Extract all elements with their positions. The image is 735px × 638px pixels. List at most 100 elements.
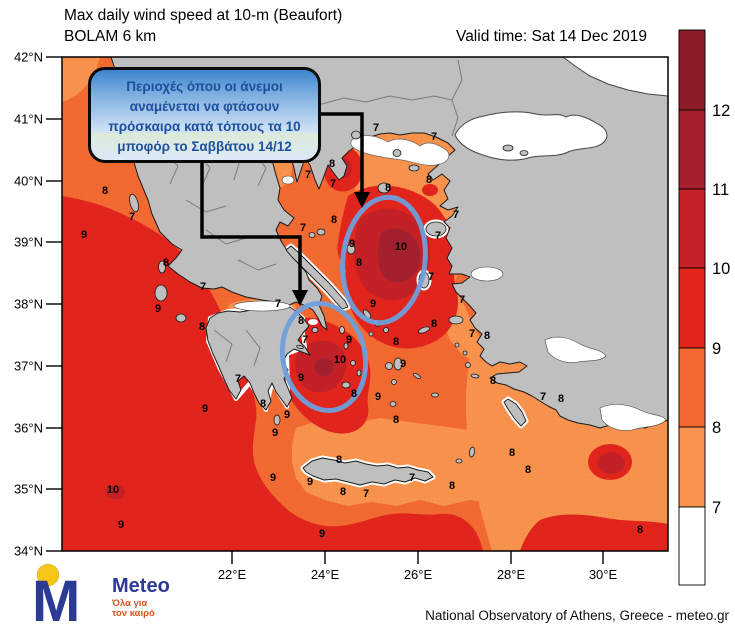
lon-tick-label: 28°E [497, 567, 526, 582]
wind-value: 7 [428, 271, 434, 283]
crete-island [302, 457, 434, 486]
forecast-callout: Περιοχές όπου οι άνεμοι αναμένεται να φτ… [88, 67, 321, 163]
wind-value: 7 [300, 222, 306, 234]
wind-value: 7 [540, 391, 546, 403]
wind-value: 9 [284, 409, 290, 421]
wind-value: 8 [331, 214, 337, 226]
lat-tick-label: 42°N [14, 50, 43, 65]
lon-tick-label: 30°E [589, 567, 618, 582]
wind-value: 7 [275, 298, 281, 310]
wind-value: 7 [235, 373, 241, 385]
attribution: National Observatory of Athens, Greece -… [425, 608, 729, 623]
logo-monogram: M [32, 569, 80, 634]
colorbar-segment [678, 506, 706, 586]
latitude-axis: 42°N 41°N 40°N 39°N 38°N 37°N 36°N 35°N 34°N [14, 50, 62, 559]
colorbar-label: 7 [712, 499, 721, 517]
wind-value: 9 [155, 303, 161, 315]
colorbar-segment [678, 109, 706, 190]
meteo-logo: M Meteo Όλα για τον καιρό [32, 564, 170, 634]
wind-value: 9 [400, 358, 406, 370]
wind-value: 8 [393, 336, 399, 348]
wind-value: 7 [453, 209, 459, 221]
wind-value: 8 [260, 398, 266, 410]
wind-value: 9 [202, 403, 208, 415]
colorbar-label: 12 [712, 102, 730, 120]
wind-value: 7 [373, 122, 379, 134]
colorbar-segment [678, 426, 706, 508]
wind-value: 8 [336, 454, 342, 466]
wind-value: 7 [305, 169, 311, 181]
logo-tagline-1: Όλα για [111, 598, 147, 609]
colorbar-segment [678, 347, 706, 428]
black-sea [562, 57, 668, 97]
wind-value: 8 [509, 447, 515, 459]
lon-tick-label: 24°E [311, 567, 340, 582]
logo-tagline-2: τον καιρό [112, 608, 155, 619]
colorbar-label: 10 [712, 260, 730, 278]
wind-value: 8 [393, 414, 399, 426]
map-interior [62, 57, 668, 551]
wind-value: 8 [525, 464, 531, 476]
wind-value: 8 [298, 315, 304, 327]
beaufort-colorbar: 12 11 10 9 8 7 [678, 29, 730, 586]
wind-value: 7 [129, 211, 135, 223]
saronic-highlight-ellipse [279, 300, 369, 414]
wind-value: 7 [435, 230, 441, 242]
wind-value: 7 [363, 488, 369, 500]
colorbar-label: 11 [712, 181, 729, 199]
colorbar-label: 8 [712, 419, 721, 437]
lat-tick-label: 39°N [14, 235, 43, 250]
wind-value: 9 [270, 472, 276, 484]
wind-value: 8 [426, 174, 432, 186]
longitude-axis: 22°E 24°E 26°E 28°E 30°E [218, 551, 618, 582]
wind-value: 7 [459, 294, 465, 306]
wind-value: 7 [330, 178, 336, 190]
wind-value: 9 [118, 519, 124, 531]
sea-of-marmara [454, 111, 608, 161]
wind-value: 9 [349, 238, 355, 250]
wind-value: 8 [637, 524, 643, 536]
callout-line: αναμένεται να φτάσουν [129, 99, 280, 114]
wind-value: 8 [340, 486, 346, 498]
wind-value: 9 [272, 427, 278, 439]
wind-value: 9 [298, 372, 304, 384]
valid-time: Valid time: Sat 14 Dec 2019 [456, 28, 647, 45]
wind-value: 9 [375, 391, 381, 403]
lat-tick-label: 36°N [14, 421, 43, 436]
wind-value: 8 [484, 330, 490, 342]
small-islands [129, 130, 529, 464]
lon-tick-label: 22°E [218, 567, 247, 582]
wind-value: 9 [346, 334, 352, 346]
wind-value: 7 [469, 328, 475, 340]
logo-sun-icon [37, 564, 59, 586]
callout-line: πρόσκαιρα κατά τόπους τα 10 [108, 119, 301, 134]
callout-line: μποφόρ το Σαββάτου 14/12 [117, 139, 292, 154]
lat-tick-label: 35°N [14, 482, 43, 497]
wind-value: 9 [307, 476, 313, 488]
wind-value: 10 [107, 484, 119, 496]
colorbar-segment [678, 267, 706, 349]
lat-tick-label: 38°N [14, 297, 43, 312]
wind-value: 7 [200, 281, 206, 293]
wind-value: 8 [351, 388, 357, 400]
wind-value: 10 [395, 241, 407, 253]
lat-tick-label: 34°N [14, 544, 43, 559]
wind-value: 9 [81, 229, 87, 241]
lat-tick-label: 41°N [14, 112, 43, 127]
aegean-highlight-ellipse [340, 194, 428, 326]
wind-value: 8 [490, 375, 496, 387]
logo-brand: Meteo [112, 575, 170, 597]
wind-value: 7 [431, 131, 437, 143]
lat-tick-label: 40°N [14, 174, 43, 189]
annotation-arrows [200, 112, 370, 306]
callout-line: Περιοχές όπου οι άνεμοι [126, 79, 283, 94]
wind-value: 10 [334, 354, 346, 366]
wind-value: 8 [102, 185, 108, 197]
colorbar-segment [678, 188, 706, 269]
colorbar-label: 9 [712, 340, 721, 358]
highlight-ellipses [279, 194, 428, 414]
rhodes-island [503, 398, 527, 427]
